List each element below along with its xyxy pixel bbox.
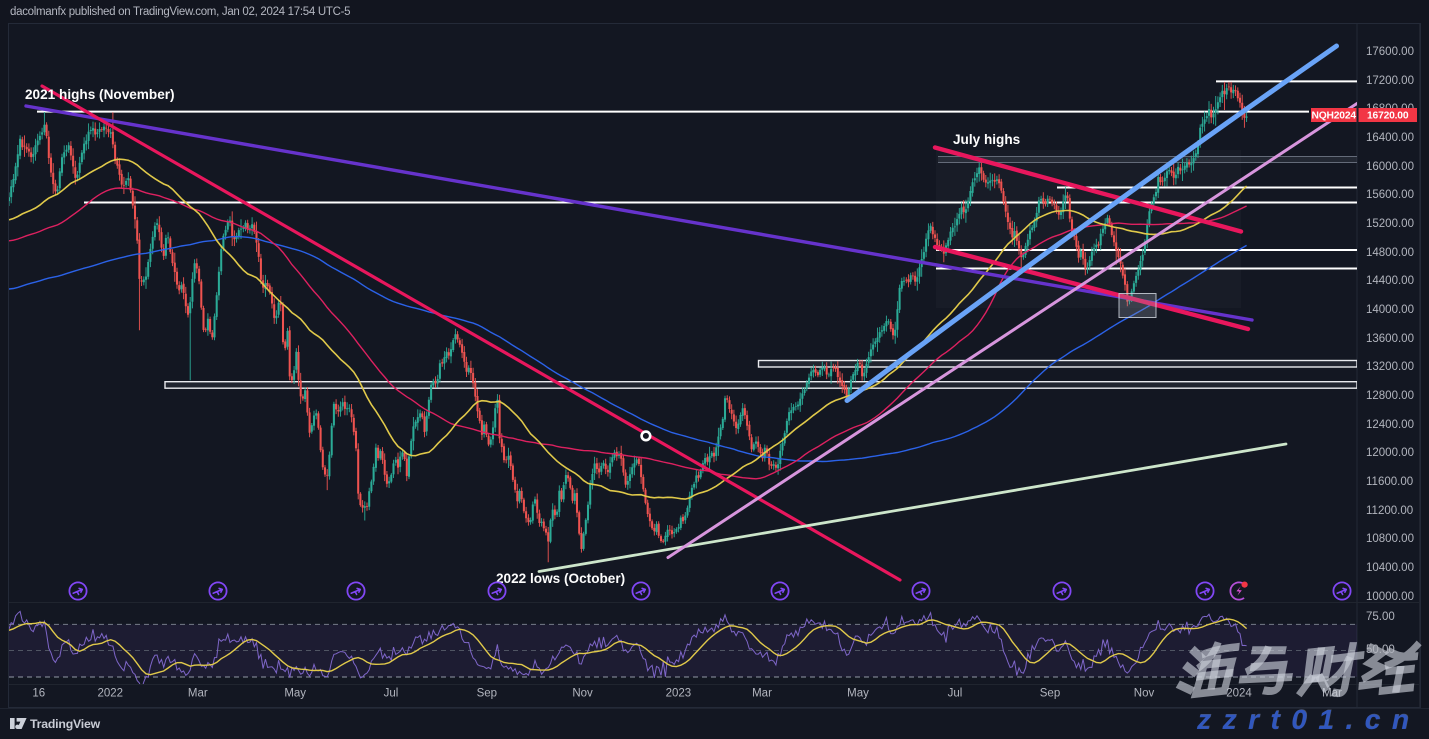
svg-text:May: May [284,688,306,700]
svg-text:2022 lows (October): 2022 lows (October) [496,571,625,586]
svg-text:2021 highs (November): 2021 highs (November) [25,87,175,102]
svg-text:Mar: Mar [752,688,772,700]
svg-text:Mar: Mar [188,688,208,700]
svg-text:2024: 2024 [1226,688,1252,700]
svg-text:Nov: Nov [572,688,593,700]
svg-text:July highs: July highs [953,132,1020,147]
svg-text:16720.00: 16720.00 [1367,111,1409,122]
svg-text:2022: 2022 [98,688,124,700]
svg-text:16: 16 [32,688,45,700]
svg-text:Jul: Jul [384,688,399,700]
svg-text:Sep: Sep [1040,688,1060,700]
svg-text:Sep: Sep [477,688,497,700]
svg-text:NQH2024: NQH2024 [1312,111,1357,122]
svg-text:Jul: Jul [948,688,963,700]
svg-text:2023: 2023 [666,688,692,700]
svg-text:Nov: Nov [1134,688,1155,700]
svg-text:May: May [847,688,869,700]
